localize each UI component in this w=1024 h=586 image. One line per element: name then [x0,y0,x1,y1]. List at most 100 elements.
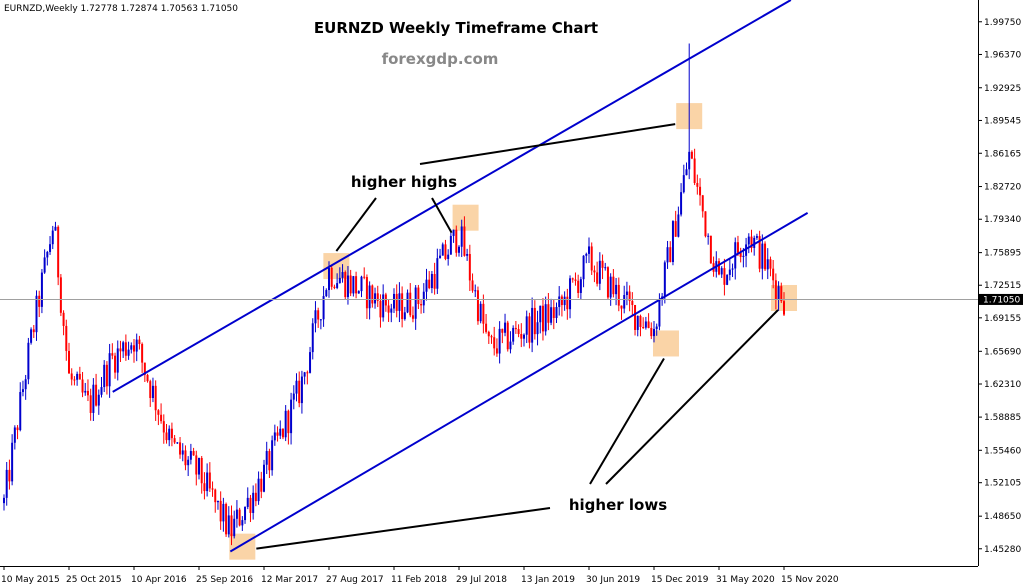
candle-body [398,293,401,311]
candle-body [244,506,247,521]
candle-body [3,497,5,504]
candle-body [777,286,780,300]
candle-body [387,305,390,313]
candle-body [514,327,517,330]
candle-body [271,440,274,471]
candle-body [411,315,414,319]
annotation-higher-lows: higher lows [569,496,667,514]
pivot-highlight [229,533,256,560]
candle-body [701,195,704,212]
candle-body [533,307,536,335]
candle-body [547,304,550,323]
candle-body [363,276,366,278]
candle-body [436,258,439,289]
candle-body [625,291,628,296]
candle-body [59,277,62,313]
candle-body [598,260,601,284]
candle-body [696,182,699,187]
candle-body [49,244,52,252]
candle-body [211,488,214,490]
candle-body [566,296,569,310]
current-price-label: 1.71050 [983,295,1020,305]
y-tick-label: 1.99750 [984,18,1021,28]
candle-body [658,298,661,327]
candle-body [444,244,447,259]
candle-body [328,267,330,291]
candle-body [750,236,753,248]
candle-body [420,304,423,306]
candle-body [222,503,225,522]
candle-body [463,226,466,256]
pivot-highlight [452,204,479,231]
y-tick-label: 1.45280 [984,545,1021,555]
x-tick-label: 29 Jul 2018 [456,575,507,585]
candle-body [493,337,496,349]
candle-body [322,296,325,320]
candle-body [5,469,8,498]
candle-body [620,305,623,309]
candle-body [531,307,534,343]
candle-body [452,229,455,236]
candle-body [731,268,734,270]
candle-body [512,327,515,342]
candle-body [601,260,604,268]
candle-body [187,459,190,466]
y-tick-label: 1.86165 [984,149,1021,159]
candle-body [720,268,723,275]
candle-body [146,374,149,382]
candle-body [761,243,764,269]
candle-body [780,286,783,302]
trendline [112,0,792,393]
candle-body [203,483,206,492]
candle-body [30,329,33,343]
candle-body [653,328,655,337]
candle-body [390,308,393,313]
axes-layer [0,0,979,567]
candle-body [65,325,68,351]
candle-body [135,339,138,352]
candle-body [92,384,95,413]
candle-body [76,373,79,380]
candle-body [206,472,209,492]
candle-body [268,451,271,471]
candle-body [393,293,395,309]
candle-body [219,500,222,522]
candle-body [742,255,745,257]
candle-body [265,451,268,465]
candle-body [116,348,119,373]
candle-body [539,305,542,323]
candle-body [379,300,382,318]
candle-body [13,427,16,443]
candle-body [165,432,168,441]
chart-subtitle: forexgdp.com [382,50,499,68]
candle-body [460,226,463,247]
candle-body [162,421,165,433]
candle-body [105,364,108,387]
candle-body [314,310,317,324]
candle-body [11,442,14,482]
candle-body [27,342,30,380]
candle-body [677,214,680,237]
candle-body [97,394,100,406]
y-tick-label: 1.96370 [984,50,1021,60]
y-tick-label: 1.82720 [984,183,1021,193]
candle-body [62,312,65,326]
candle-body [195,455,198,475]
candle-body [119,348,122,352]
x-tick-label: 13 Jan 2019 [521,575,575,585]
candle-body [374,293,377,304]
price-axis: 1.45280 1.48650 1.52105 1.55460 1.58885 1.623… [978,18,1021,555]
candle-body [281,428,284,438]
candles-layer [3,43,785,546]
candle-body [376,293,379,301]
candle-body [772,268,775,281]
candle-body [403,312,406,320]
x-tick-label: 30 Jun 2019 [586,575,640,585]
candle-body [70,373,73,380]
candle-body [517,329,520,335]
candle-body [86,390,89,396]
candle-body [593,270,596,273]
candle-body [723,268,726,285]
candle-body [449,235,452,255]
